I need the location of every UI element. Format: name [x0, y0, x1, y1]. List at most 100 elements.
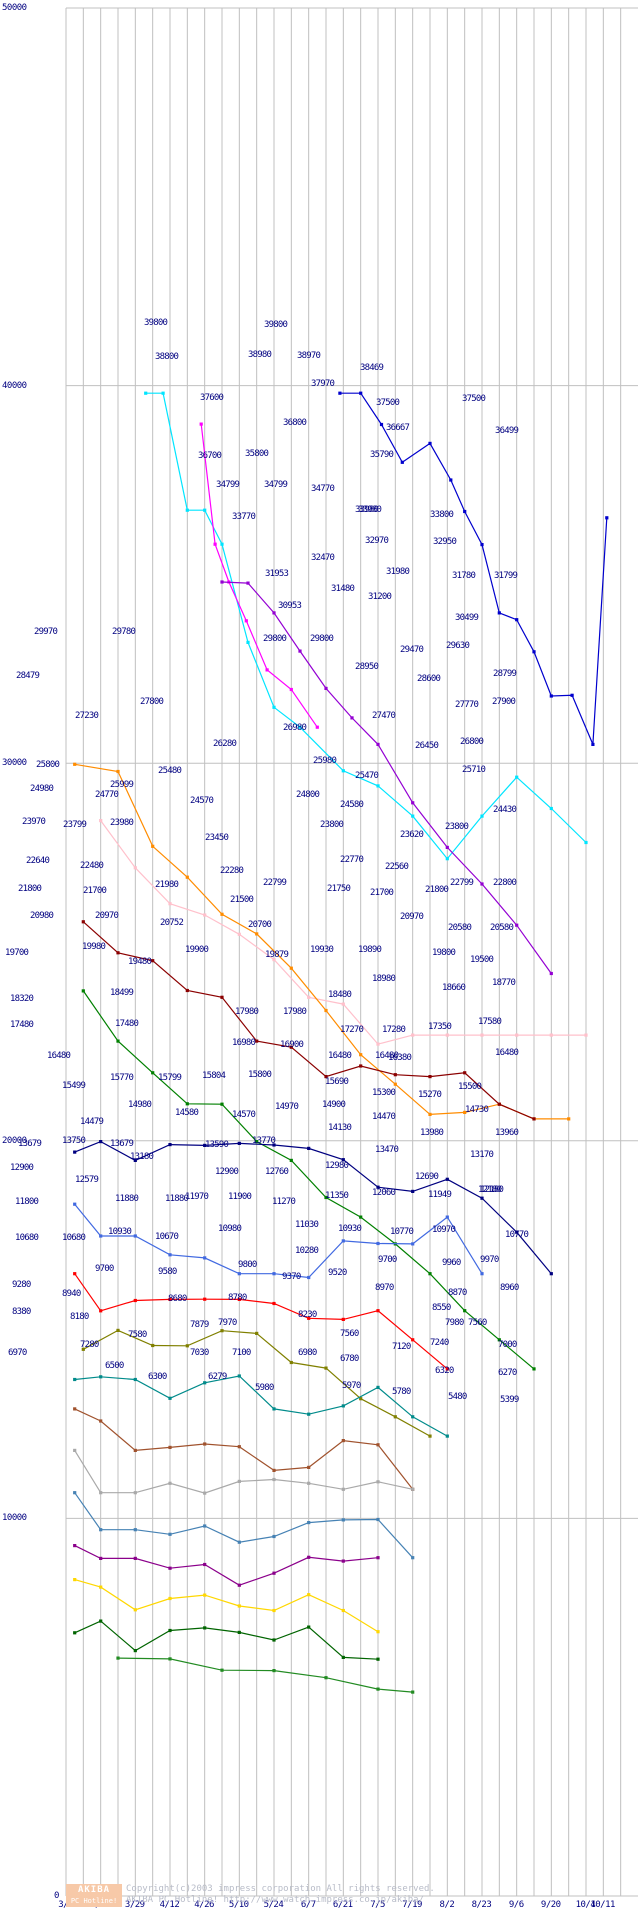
series-marker	[116, 1656, 120, 1660]
data-value-label: 31780	[452, 571, 476, 581]
series-line	[74, 1620, 379, 1660]
series-marker	[272, 705, 276, 709]
series-marker	[480, 1033, 484, 1037]
x-axis-tick-label: 8/23	[471, 1900, 492, 1910]
data-value-label: 9800	[238, 1260, 257, 1270]
data-value-label: 11030	[295, 1220, 319, 1230]
y-axis-tick-label: 0	[54, 1891, 59, 1901]
series-marker	[185, 508, 189, 512]
data-value-label: 17980	[283, 1007, 307, 1017]
series-marker	[376, 1480, 380, 1484]
data-value-label: 7100	[232, 1348, 251, 1358]
data-value-label: 18980	[372, 974, 396, 984]
series-marker	[168, 1657, 172, 1661]
series-marker	[549, 971, 553, 976]
x-axis-tick-label: 4/26	[194, 1900, 214, 1910]
series-marker	[289, 687, 293, 692]
series-marker	[338, 391, 342, 395]
data-value-label: 18770	[492, 978, 516, 988]
data-value-label: 20700	[248, 920, 272, 930]
data-value-label: 10680	[15, 1233, 39, 1243]
data-value-label: 39800	[264, 320, 288, 330]
x-axis-tick-label: 4/12	[159, 1900, 180, 1910]
data-value-label: 38469	[360, 363, 384, 373]
data-value-label: 36499	[495, 426, 519, 436]
data-value-label: 29470	[400, 645, 424, 655]
series-marker	[359, 1064, 363, 1068]
series-marker	[289, 966, 293, 970]
data-value-label: 5780	[392, 1387, 411, 1397]
data-value-label: 8940	[62, 1289, 81, 1299]
data-value-label: 6270	[498, 1368, 517, 1378]
series-line	[221, 581, 552, 974]
data-value-label: 7980	[445, 1318, 464, 1328]
data-value-label: 20752	[160, 918, 184, 928]
series-marker	[81, 920, 85, 924]
data-value-label: 22799	[450, 878, 474, 888]
data-value-label: 17280	[382, 1025, 406, 1035]
x-axis-tick-label: 9/6	[508, 1900, 524, 1910]
series-line	[74, 1273, 448, 1370]
series-line	[74, 1375, 448, 1437]
data-value-label: 23450	[205, 833, 229, 843]
series-line	[339, 392, 608, 745]
series-marker	[272, 1272, 276, 1276]
series-marker	[341, 1317, 345, 1321]
data-value-label: 25470	[355, 771, 379, 781]
series-marker	[307, 1625, 311, 1629]
data-value-label: 20980	[30, 911, 54, 921]
data-value-label: 9280	[12, 1280, 31, 1290]
data-value-label: 23800	[320, 820, 344, 830]
series-marker	[185, 875, 189, 879]
series-marker	[168, 902, 172, 906]
series-marker	[428, 441, 432, 445]
series-marker	[411, 1415, 415, 1419]
data-value-label: 8550	[432, 1303, 451, 1313]
data-value-label: 21980	[155, 880, 179, 890]
series-marker	[445, 845, 449, 849]
series-marker	[73, 1448, 77, 1452]
data-value-label: 27770	[455, 700, 479, 710]
series-marker	[376, 1309, 380, 1313]
data-value-label: 22800	[493, 878, 517, 888]
series-marker	[515, 1230, 519, 1234]
series-marker	[133, 1528, 137, 1532]
series-marker	[203, 1626, 207, 1630]
data-value-label: 13470	[375, 1145, 399, 1155]
series-line	[74, 1492, 414, 1559]
series-marker	[341, 1487, 345, 1491]
series-marker	[359, 1397, 363, 1401]
series-marker	[99, 1140, 103, 1144]
series-marker	[168, 1596, 172, 1601]
series-marker	[185, 1102, 189, 1106]
series-marker	[376, 1556, 380, 1560]
data-value-label: 21800	[18, 884, 42, 894]
data-value-label: 32950	[433, 537, 457, 547]
data-value-label: 25800	[36, 760, 60, 770]
data-value-label: 31980	[386, 567, 410, 577]
series-marker	[203, 1593, 207, 1597]
series-marker	[237, 1374, 241, 1378]
data-value-label: 13750	[62, 1136, 86, 1146]
y-axis-tick-label: 50000	[2, 3, 27, 13]
data-value-label: 21750	[327, 884, 351, 894]
data-value-label: 5980	[255, 1383, 274, 1393]
data-value-label: 28799	[493, 669, 517, 679]
data-value-label: 17480	[10, 1020, 34, 1030]
series-marker	[445, 1434, 449, 1438]
x-axis-tick-label: 5/10	[228, 1900, 249, 1910]
data-value-label: 19879	[265, 950, 289, 960]
site-url-line: AKIBA PC Hotline! http://www.watch.impre…	[126, 1895, 425, 1905]
series-marker	[324, 1195, 328, 1200]
data-value-label: 8380	[12, 1307, 31, 1317]
series-marker	[73, 1544, 77, 1548]
watermark: AKIBA PC Hotline! Copyright(c)2003 impre…	[66, 1884, 626, 1912]
data-value-label: 27900	[492, 697, 516, 707]
series-marker	[237, 1630, 241, 1634]
series-marker	[246, 581, 250, 585]
series-marker	[359, 391, 363, 395]
series-marker	[570, 693, 574, 697]
series-marker	[168, 1143, 172, 1147]
data-value-label: 15799	[158, 1073, 182, 1083]
series-line	[82, 921, 535, 1120]
